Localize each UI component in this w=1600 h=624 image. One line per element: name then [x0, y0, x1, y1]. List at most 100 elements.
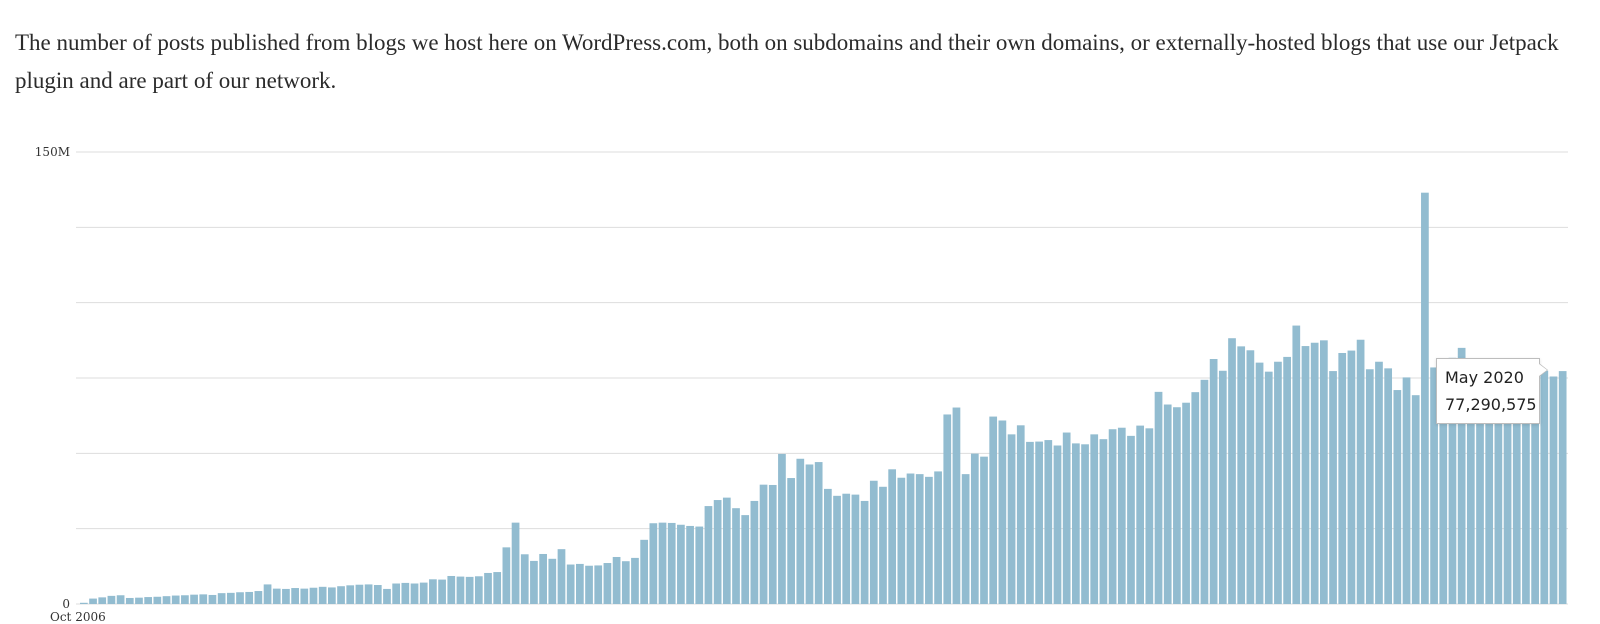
bar[interactable]	[649, 523, 658, 604]
bar[interactable]	[961, 474, 970, 604]
bar[interactable]	[199, 594, 208, 604]
bar[interactable]	[116, 595, 125, 604]
bar[interactable]	[1283, 356, 1291, 604]
bar[interactable]	[1356, 339, 1365, 604]
bar[interactable]	[1494, 371, 1503, 604]
bar[interactable]	[1108, 429, 1117, 604]
bar[interactable]	[906, 473, 915, 604]
bar[interactable]	[373, 585, 382, 604]
bar[interactable]	[226, 592, 235, 604]
bar[interactable]	[897, 477, 906, 604]
bar[interactable]	[1476, 366, 1484, 604]
bar[interactable]	[1099, 439, 1108, 604]
bar[interactable]	[989, 416, 998, 604]
bar[interactable]	[355, 584, 364, 604]
bar[interactable]	[943, 414, 952, 604]
bar[interactable]	[80, 602, 88, 604]
bar[interactable]	[750, 500, 759, 604]
bar[interactable]	[1044, 440, 1053, 604]
bar[interactable]	[732, 508, 740, 604]
bar[interactable]	[419, 582, 428, 604]
bar[interactable]	[438, 579, 446, 604]
bar[interactable]	[1228, 338, 1236, 604]
bar[interactable]	[915, 474, 924, 604]
bar[interactable]	[530, 560, 538, 604]
bar[interactable]	[1026, 441, 1034, 604]
bar[interactable]	[879, 486, 887, 604]
bar[interactable]	[1200, 379, 1209, 604]
bar[interactable]	[171, 595, 180, 604]
bar[interactable]	[1384, 368, 1393, 604]
bar[interactable]	[1274, 361, 1282, 604]
bar[interactable]	[796, 458, 805, 604]
bar[interactable]	[1558, 371, 1567, 604]
bar[interactable]	[1549, 376, 1558, 604]
bar[interactable]	[970, 453, 979, 604]
bar[interactable]	[493, 572, 502, 604]
bar[interactable]	[1365, 369, 1374, 604]
bar[interactable]	[1347, 350, 1356, 604]
bar[interactable]	[300, 588, 309, 604]
bar[interactable]	[410, 583, 419, 604]
bar[interactable]	[1255, 362, 1264, 604]
bar[interactable]	[869, 480, 878, 604]
bar[interactable]	[401, 582, 410, 604]
bar[interactable]	[328, 587, 336, 604]
bar[interactable]	[190, 594, 198, 604]
bar[interactable]	[1072, 443, 1080, 604]
bar[interactable]	[89, 598, 97, 604]
bar[interactable]	[236, 592, 244, 604]
bar[interactable]	[1522, 374, 1530, 604]
bar[interactable]	[254, 591, 263, 604]
bar[interactable]	[474, 576, 483, 604]
bar[interactable]	[1154, 391, 1163, 604]
bar[interactable]	[713, 500, 722, 604]
bar[interactable]	[998, 420, 1007, 604]
bar[interactable]	[484, 572, 492, 604]
bar[interactable]	[1090, 434, 1099, 604]
bar[interactable]	[566, 564, 575, 604]
bar[interactable]	[1411, 395, 1420, 604]
bar[interactable]	[658, 522, 667, 604]
bar[interactable]	[346, 585, 355, 604]
bar[interactable]	[429, 579, 437, 604]
bar[interactable]	[1439, 394, 1448, 604]
bar[interactable]	[383, 588, 391, 604]
bar[interactable]	[1246, 350, 1255, 604]
bar[interactable]	[1512, 373, 1521, 604]
bar[interactable]	[1209, 359, 1218, 604]
bar[interactable]	[1035, 441, 1043, 604]
bar[interactable]	[888, 469, 897, 604]
bar[interactable]	[364, 584, 373, 604]
bar[interactable]	[1457, 347, 1466, 604]
bar[interactable]	[1540, 370, 1549, 604]
bar[interactable]	[502, 547, 511, 604]
bar[interactable]	[833, 495, 841, 604]
bar[interactable]	[1237, 346, 1246, 604]
bar[interactable]	[217, 593, 226, 604]
bar[interactable]	[980, 456, 988, 604]
bar[interactable]	[337, 586, 345, 604]
bar[interactable]	[1531, 373, 1539, 604]
bar[interactable]	[1310, 342, 1319, 604]
bar[interactable]	[824, 488, 832, 604]
bar[interactable]	[640, 539, 649, 604]
bar[interactable]	[511, 522, 520, 604]
bar[interactable]	[722, 497, 731, 604]
bar[interactable]	[585, 565, 593, 604]
bar[interactable]	[447, 575, 456, 604]
bar[interactable]	[778, 453, 786, 604]
bar[interactable]	[181, 595, 189, 604]
bar[interactable]	[144, 597, 153, 604]
bar[interactable]	[612, 556, 621, 604]
bar[interactable]	[1081, 444, 1089, 604]
bar[interactable]	[805, 464, 814, 604]
bar[interactable]	[1127, 435, 1135, 604]
bar[interactable]	[1218, 370, 1227, 604]
bar[interactable]	[263, 584, 272, 604]
bar[interactable]	[1016, 425, 1025, 604]
bar[interactable]	[1421, 192, 1429, 604]
bar[interactable]	[1301, 346, 1310, 604]
bar[interactable]	[1402, 377, 1411, 604]
bar[interactable]	[208, 594, 217, 604]
